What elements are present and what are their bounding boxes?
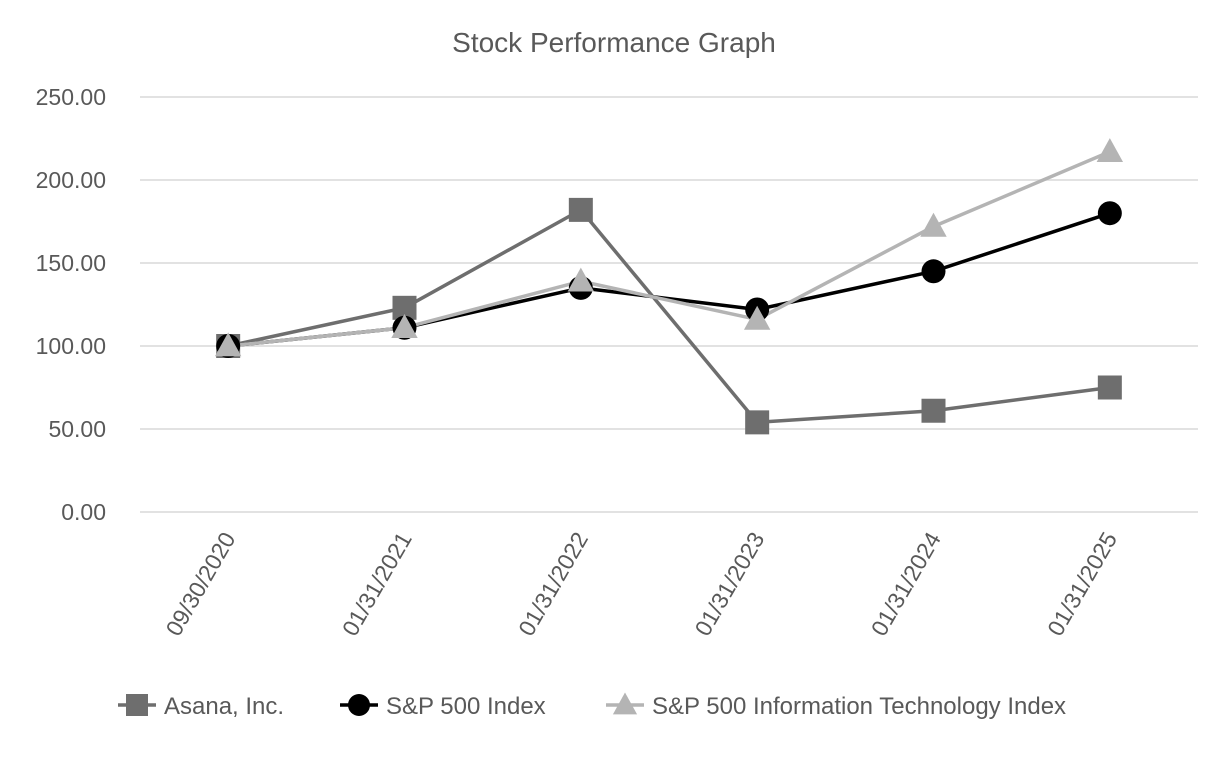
x-tick-label: 01/31/2023 bbox=[689, 528, 769, 641]
data-point bbox=[391, 314, 418, 338]
series-markers-0 bbox=[216, 197, 1122, 435]
legend-label: Asana, Inc. bbox=[164, 693, 284, 720]
legend-item-0: Asana, Inc. bbox=[118, 693, 284, 720]
series-markers bbox=[214, 138, 1124, 435]
y-axis: 0.00 50.00 100.00 150.00 200.00 250.00 bbox=[36, 84, 106, 525]
y-tick-label: 0.00 bbox=[61, 499, 106, 525]
gridlines bbox=[140, 96, 1198, 513]
x-axis: 09/30/2020 01/31/2021 01/31/2022 01/31/2023… bbox=[160, 527, 1122, 640]
data-point bbox=[743, 305, 771, 330]
y-tick-label: 100.00 bbox=[36, 333, 106, 359]
legend-label: S&P 500 Index bbox=[386, 693, 546, 720]
legend-marker bbox=[612, 692, 638, 715]
series-line-0 bbox=[227, 208, 1111, 425]
x-tick-label: 01/31/2024 bbox=[866, 527, 946, 640]
x-tick-label: 01/31/2021 bbox=[337, 528, 417, 641]
data-point bbox=[1097, 201, 1122, 226]
legend-item-2: S&P 500 Information Technology Index bbox=[606, 692, 1066, 720]
data-point bbox=[1096, 138, 1124, 163]
legend-marker bbox=[126, 694, 148, 716]
series-line-2 bbox=[227, 150, 1111, 348]
data-point bbox=[567, 267, 595, 292]
legend-label: S&P 500 Information Technology Index bbox=[652, 693, 1066, 720]
data-point bbox=[568, 197, 593, 222]
legend-marker bbox=[348, 694, 370, 716]
y-tick-label: 250.00 bbox=[36, 84, 106, 110]
x-tick-label: 09/30/2020 bbox=[160, 528, 240, 641]
data-point bbox=[214, 332, 242, 357]
x-tick-label: 01/31/2022 bbox=[513, 528, 593, 641]
series-line-1 bbox=[227, 211, 1111, 348]
data-point bbox=[1097, 375, 1122, 400]
data-point bbox=[921, 398, 946, 423]
data-point bbox=[921, 259, 946, 284]
series-markers-2 bbox=[214, 138, 1124, 357]
legend-item-1: S&P 500 Index bbox=[340, 693, 546, 720]
data-point bbox=[920, 212, 947, 237]
y-tick-label: 150.00 bbox=[36, 250, 106, 276]
legend: Asana, Inc. S&P 500 Index S&P 500 Informat… bbox=[118, 692, 1066, 720]
data-point bbox=[745, 410, 770, 435]
y-tick-label: 200.00 bbox=[36, 167, 106, 193]
y-tick-label: 50.00 bbox=[48, 416, 106, 442]
series-lines bbox=[227, 150, 1111, 425]
x-tick-label: 01/31/2025 bbox=[1042, 528, 1122, 641]
chart-title: Stock Performance Graph bbox=[452, 27, 776, 58]
